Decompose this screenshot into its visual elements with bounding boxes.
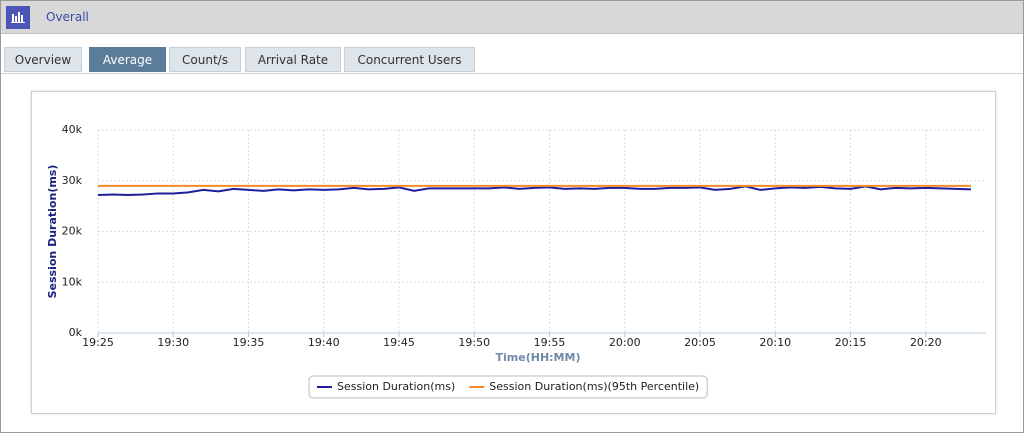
y-axis-label: Session Duration(ms) [46,165,59,299]
chart-icon [6,6,30,29]
tab[interactable]: Average [89,47,166,72]
x-tick-label: 20:00 [609,336,641,349]
tab[interactable]: Count/s [169,47,241,72]
legend-label: Session Duration(ms)(95th Percentile) [489,380,699,393]
legend [308,375,708,399]
x-axis-label: Time(HH:MM) [496,351,581,364]
y-tick-label: 0k [69,326,83,339]
y-tick-label: 10k [62,275,83,288]
x-tick-label: 19:35 [233,336,265,349]
y-tick-label: 30k [62,174,83,187]
tab[interactable]: Concurrent Users [344,47,475,72]
header-title: Overall [46,10,89,24]
legend-label: Session Duration(ms) [337,380,455,393]
y-tick-label: 40k [62,123,83,136]
icon-glyph [11,12,25,23]
header: Overall [1,1,1023,34]
x-tick-label: 20:05 [684,336,716,349]
y-tick-label: 20k [62,225,83,238]
x-tick-label: 19:30 [157,336,189,349]
x-tick-label: 19:50 [458,336,490,349]
tab[interactable]: Arrival Rate [245,47,341,72]
tab-bar: Overview Average Count/s Arrival Rate Concur… [1,47,1023,74]
x-tick-label: 19:45 [383,336,415,349]
x-tick-label: 19:25 [82,336,114,349]
tab[interactable]: Overview [4,47,82,72]
chart-panel [31,91,996,414]
x-tick-label: 19:40 [308,336,340,349]
x-tick-label: 20:10 [759,336,791,349]
x-tick-label: 20:15 [835,336,867,349]
x-tick-label: 19:55 [534,336,566,349]
x-tick-label: 20:20 [910,336,942,349]
series-line [97,185,971,196]
